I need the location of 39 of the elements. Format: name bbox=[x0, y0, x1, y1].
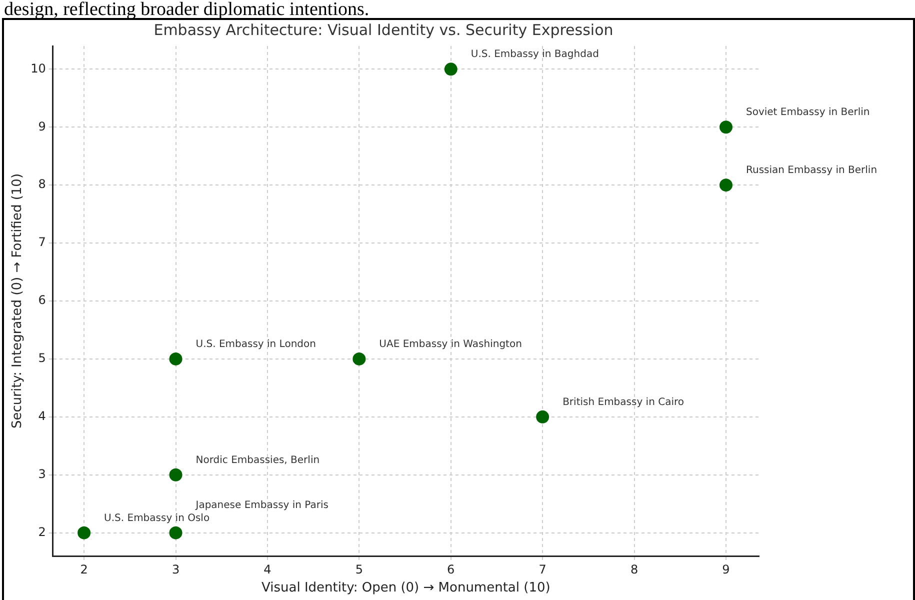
point bbox=[536, 410, 550, 424]
annotation: U.S. Embassy in Baghdad bbox=[470, 49, 599, 60]
y-tick-label: 10 bbox=[30, 61, 46, 76]
y-axis-title: Security: Integrated (0) → Fortified (10) bbox=[10, 173, 26, 429]
annotation: U.S. Embassy in Oslo bbox=[104, 512, 210, 524]
annotation: Japanese Embassy in Paris bbox=[194, 500, 329, 511]
y-tick-label: 9 bbox=[38, 119, 46, 134]
x-tick-label: 9 bbox=[722, 562, 730, 576]
y-tick-label: 3 bbox=[38, 466, 46, 481]
x-tick-label: 6 bbox=[447, 562, 455, 576]
point bbox=[78, 526, 91, 540]
point bbox=[719, 178, 732, 192]
x-tick-label: 7 bbox=[538, 562, 546, 576]
point bbox=[169, 352, 182, 366]
y-tick-label: 6 bbox=[38, 293, 46, 308]
x-tick-label: 2 bbox=[80, 562, 88, 576]
point bbox=[169, 468, 182, 482]
point bbox=[719, 120, 732, 134]
y-tick-label: 4 bbox=[38, 409, 46, 424]
chart-title: Embassy Architecture: Visual Identity vs. Security Expression bbox=[154, 20, 614, 39]
annotation: UAE Embassy in Washington bbox=[379, 338, 522, 350]
y-tick-label: 7 bbox=[38, 235, 46, 250]
text: design, reflecting broader diplomatic intentions. bbox=[3, 0, 370, 20]
y-tick-label: 5 bbox=[38, 351, 46, 366]
y-tick-label: 2 bbox=[38, 524, 46, 539]
x-axis-title: Visual Identity: Open (0) → Monumental (10) bbox=[262, 580, 550, 596]
annotation: British Embassy in Cairo bbox=[562, 396, 684, 408]
point bbox=[352, 352, 366, 366]
annotation: U.S. Embassy in London bbox=[196, 338, 316, 350]
x-tick-label: 4 bbox=[264, 562, 272, 576]
annotation: Soviet Embassy in Berlin bbox=[746, 107, 870, 118]
x-tick-label: 3 bbox=[172, 562, 180, 576]
point bbox=[444, 62, 458, 76]
y-tick-label: 8 bbox=[38, 177, 46, 192]
x-tick-label: 5 bbox=[355, 562, 363, 576]
annotation: Russian Embassy in Berlin bbox=[746, 165, 878, 176]
annotation: Nordic Embassies, Berlin bbox=[196, 454, 320, 466]
x-tick-label: 8 bbox=[630, 562, 638, 576]
point bbox=[169, 526, 182, 540]
